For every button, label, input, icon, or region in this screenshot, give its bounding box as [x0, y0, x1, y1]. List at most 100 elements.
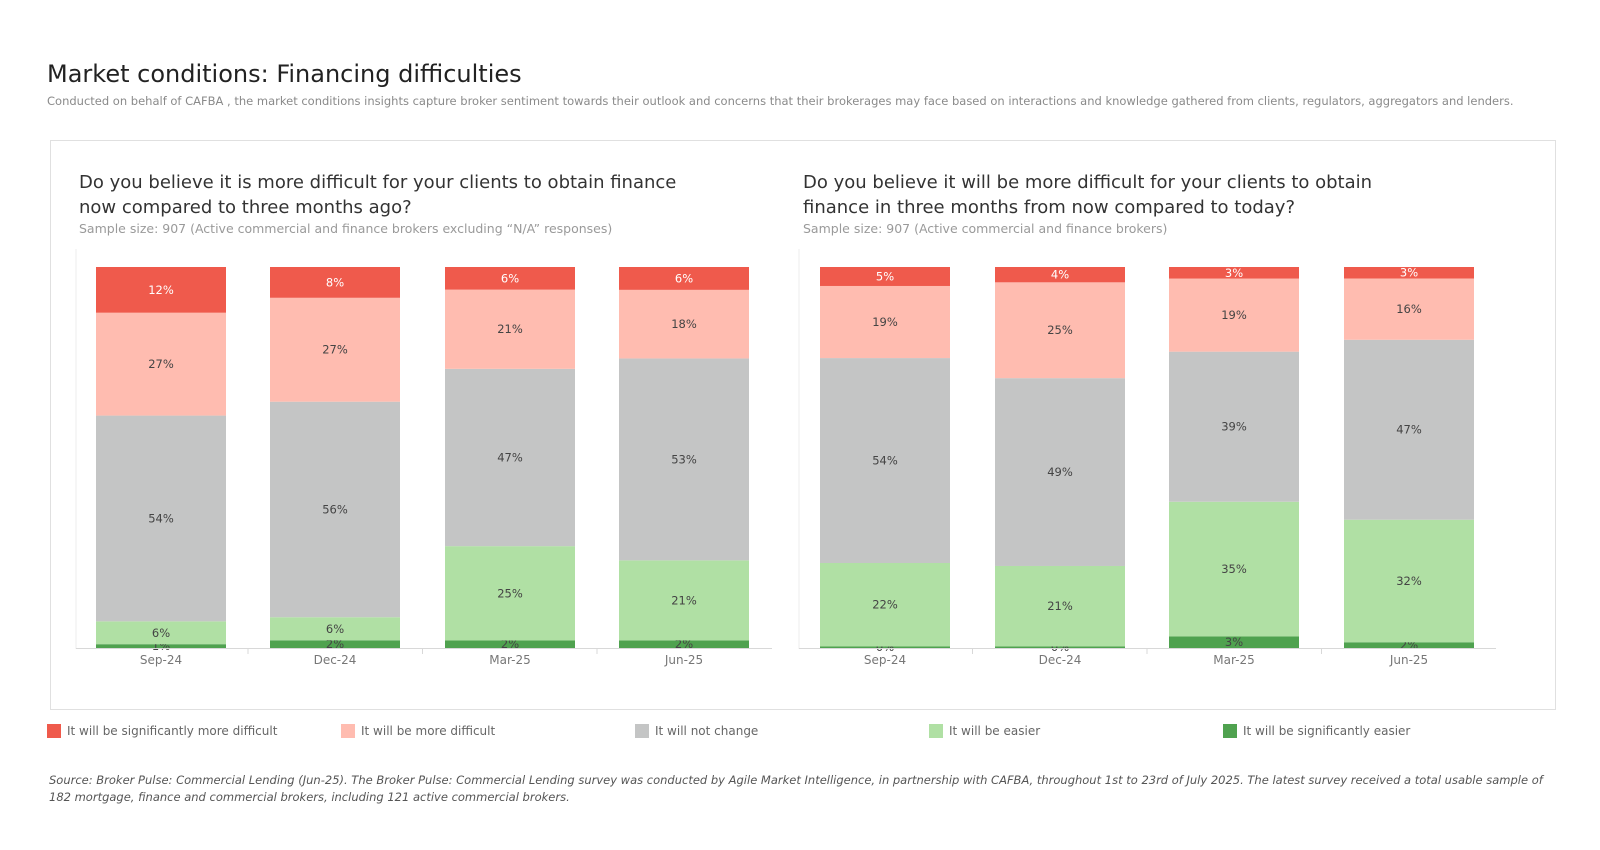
data-label: 39%	[1221, 420, 1247, 434]
legend-swatch	[341, 724, 355, 738]
data-label: 2%	[326, 637, 344, 651]
x-tick-label: Jun-25	[664, 653, 703, 667]
bar-segment	[1169, 501, 1299, 637]
bar-segment	[270, 617, 400, 641]
data-label: 54%	[148, 511, 174, 525]
data-label: 3%	[1225, 635, 1243, 649]
data-label: 47%	[497, 451, 523, 465]
bar-segment	[995, 565, 1125, 647]
bar-segment	[445, 267, 575, 290]
data-label: 19%	[872, 315, 898, 329]
data-label: 5%	[876, 269, 894, 283]
x-tick-label: Dec-24	[314, 653, 357, 667]
chart-title: Do you believe it is more difficult for …	[79, 172, 676, 218]
bar-segment	[445, 546, 575, 641]
page-subtitle: Conducted on behalf of CAFBA , the marke…	[47, 94, 1514, 108]
legend-label: It will be easier	[949, 724, 1041, 738]
legend-item: It will be easier	[929, 724, 1040, 738]
data-label: 3%	[1225, 266, 1243, 280]
legend-label: It will be more difficult	[361, 724, 496, 738]
bar-segment	[1169, 267, 1299, 279]
legend-swatch	[47, 724, 61, 738]
chart-title: Do you believe it will be more difficult…	[803, 172, 1372, 218]
data-label: 25%	[1047, 323, 1073, 337]
data-label: 22%	[872, 598, 898, 612]
data-label: 3%	[1400, 266, 1418, 280]
x-tick-label: Sep-24	[864, 653, 906, 667]
data-label: 56%	[322, 502, 348, 516]
bar-segment	[820, 285, 950, 359]
data-label: 2%	[501, 637, 519, 651]
data-label: 25%	[497, 586, 523, 600]
data-label: 19%	[1221, 308, 1247, 322]
bar-segment	[995, 646, 1125, 648]
chart-title-line: finance in three months from now compare…	[803, 197, 1295, 218]
data-label: 4%	[1051, 268, 1069, 282]
bar-segment	[1169, 351, 1299, 502]
page-title: Market conditions: Financing difficultie…	[47, 60, 522, 88]
bar-segment	[619, 358, 749, 561]
charts-panel: Do you believe it is more difficult for …	[50, 140, 1556, 710]
data-label: 6%	[675, 271, 693, 285]
x-tick-label: Dec-24	[1039, 653, 1082, 667]
chart-subtitle: Sample size: 907 (Active commercial and …	[79, 221, 612, 236]
chart-subtitle: Sample size: 907 (Active commercial and …	[803, 221, 1167, 236]
data-label: 6%	[326, 622, 344, 636]
bar-segment	[820, 646, 950, 648]
data-label: 32%	[1396, 574, 1422, 588]
legend-item: It will be significantly easier	[1223, 724, 1410, 738]
bar-segment	[445, 640, 575, 648]
bar-segment	[96, 312, 226, 416]
data-label: 49%	[1047, 465, 1073, 479]
x-tick-label: Jun-25	[1389, 653, 1428, 667]
bar-segment	[270, 640, 400, 648]
bar-segment	[1169, 278, 1299, 352]
data-label: 47%	[1396, 423, 1422, 437]
legend-swatch	[929, 724, 943, 738]
data-label: 21%	[671, 593, 697, 607]
bar-segment	[1344, 642, 1474, 648]
x-tick-label: Sep-24	[140, 653, 182, 667]
bar-segment	[1344, 519, 1474, 643]
bar-segment	[820, 563, 950, 647]
chart-2: Do you believe it will be more difficult…	[798, 172, 1496, 667]
bar-segment	[445, 289, 575, 369]
data-label: 27%	[148, 357, 174, 371]
bar-segment	[1344, 267, 1474, 279]
legend-label: It will not change	[655, 724, 759, 738]
bar-segment	[619, 289, 749, 359]
legend-swatch	[1223, 724, 1237, 738]
x-tick-label: Mar-25	[489, 653, 530, 667]
legend-label: It will be significantly more difficult	[67, 724, 278, 738]
bar-segment	[619, 560, 749, 641]
bar-segment	[270, 401, 400, 618]
data-label: 53%	[671, 452, 697, 466]
chart-title-line: now compared to three months ago?	[79, 197, 412, 218]
bar-segment	[96, 621, 226, 645]
chart-1: Do you believe it is more difficult for …	[75, 172, 772, 667]
bar-segment	[619, 267, 749, 290]
bar-segment	[96, 267, 226, 313]
chart-title-line: Do you believe it will be more difficult…	[803, 172, 1372, 193]
legend-item: It will be significantly more difficult	[47, 724, 277, 738]
bar-segment	[270, 267, 400, 298]
x-tick-label: Mar-25	[1213, 653, 1254, 667]
data-label: 35%	[1221, 562, 1247, 576]
bar-segment	[1169, 636, 1299, 648]
data-label: 18%	[671, 317, 697, 331]
data-label: 54%	[872, 454, 898, 468]
legend-label: It will be significantly easier	[1243, 724, 1411, 738]
bar-segment	[619, 640, 749, 648]
bar-segment	[96, 415, 226, 622]
data-label: 2%	[675, 637, 693, 651]
bar-segment	[995, 282, 1125, 379]
data-label: 16%	[1396, 302, 1422, 316]
bar-segment	[96, 644, 226, 648]
data-label: 21%	[1047, 599, 1073, 613]
data-label: 21%	[497, 322, 523, 336]
bar-segment	[1344, 339, 1474, 520]
charts-svg: Do you believe it is more difficult for …	[75, 172, 1496, 667]
chart-title-line: Do you believe it is more difficult for …	[79, 172, 676, 193]
data-label: 6%	[152, 626, 170, 640]
bar-segment	[995, 378, 1125, 566]
